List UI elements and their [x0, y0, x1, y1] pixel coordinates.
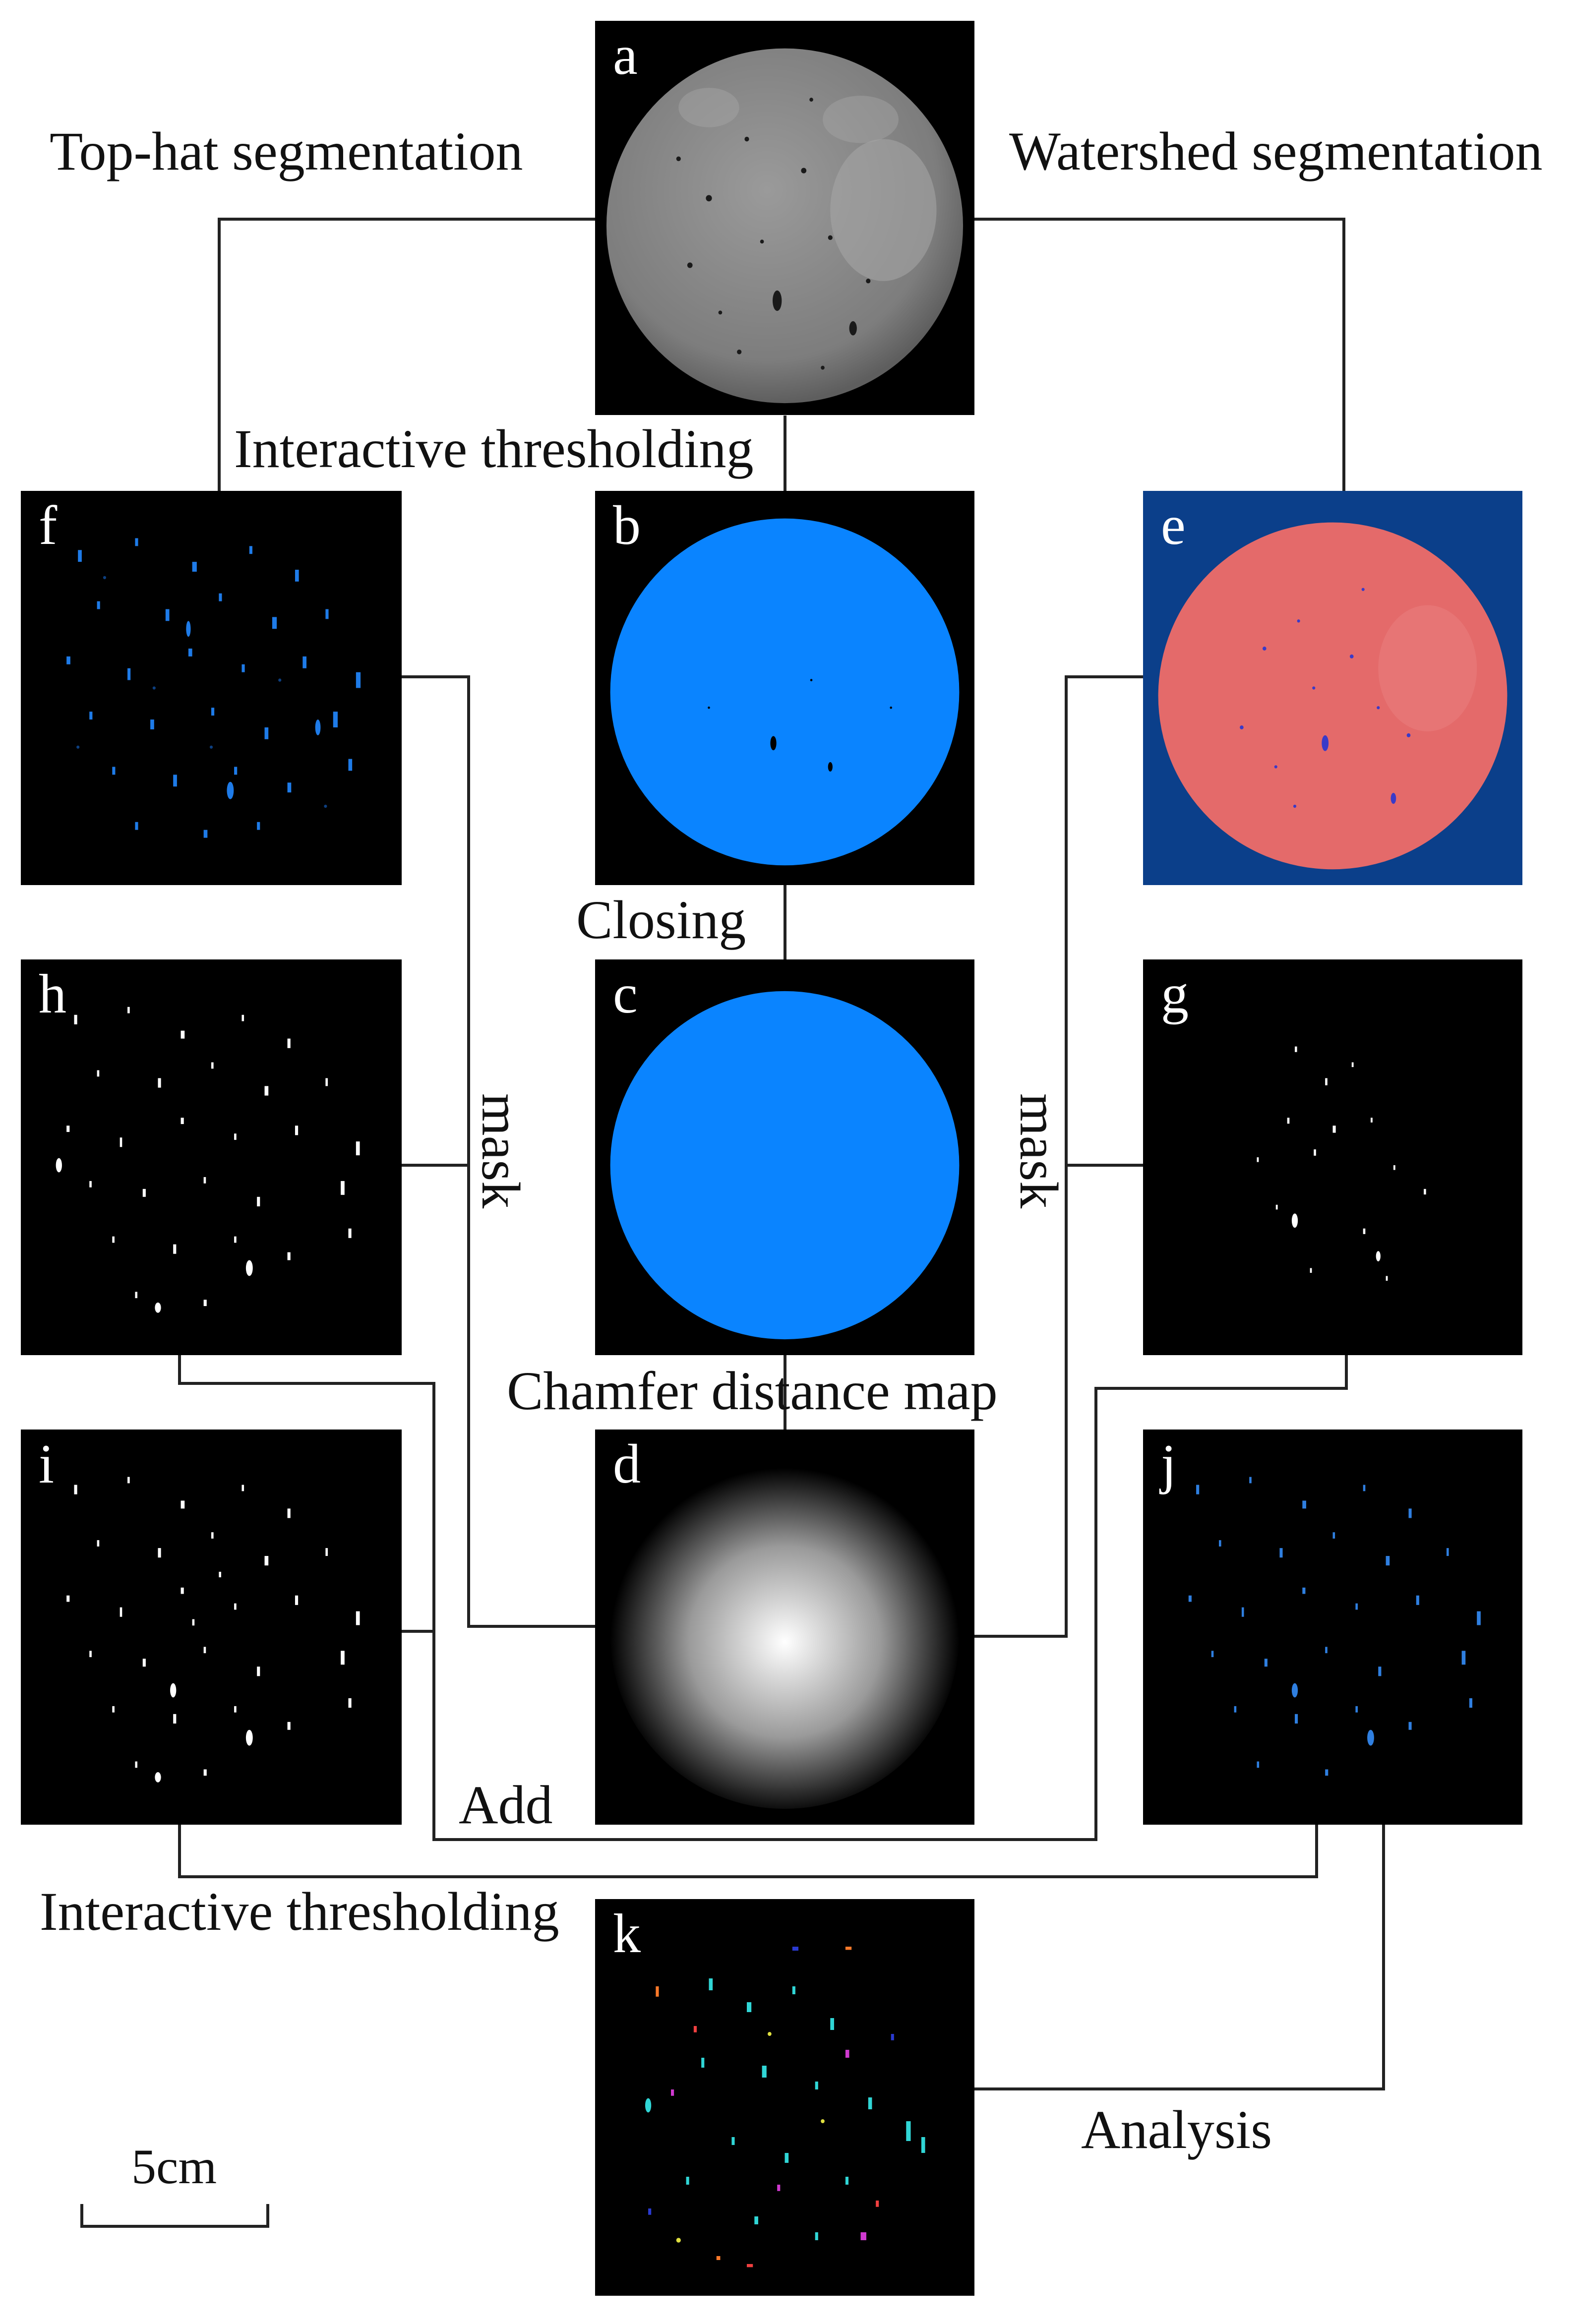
panel-d-chamfer-distance-map: d [595, 1430, 974, 1825]
label-closing: Closing [576, 890, 746, 950]
watershed-binary-image [1257, 1046, 1426, 1281]
line-f-to-d [402, 675, 595, 1628]
label-mask-left: mask [471, 1093, 531, 1209]
label-tophat-segmentation: Top-hat segmentation [50, 121, 523, 181]
label-mask-right: mask [1009, 1093, 1069, 1209]
panel-a-ct-slice: a [595, 21, 974, 415]
panel-letter-f: f [39, 495, 58, 556]
line-a-to-e [974, 218, 1345, 491]
label-analysis: Analysis [1081, 2099, 1272, 2160]
panel-letter-j: j [1161, 1433, 1177, 1495]
panel-i-combined-binary: i [21, 1430, 402, 1825]
panel-e-watershed: e [1143, 491, 1522, 885]
label-interactive-thresholding-bottom: Interactive thresholding [40, 1881, 559, 1942]
line-h-to-i [178, 1355, 1348, 1841]
panel-letter-c: c [613, 963, 638, 1025]
watershed-image [1143, 491, 1522, 885]
line-e-to-d [974, 675, 1143, 1638]
line-a-to-f [218, 218, 595, 491]
ct-slice-image [606, 48, 964, 404]
thresholded-pores-image [1188, 1477, 1481, 1776]
threshold-mask-image [610, 518, 960, 866]
panel-c-closing: c [595, 959, 974, 1355]
panel-h-tophat-binary: h [21, 959, 402, 1355]
panel-letter-a: a [613, 25, 638, 86]
panel-letter-d: d [613, 1433, 641, 1495]
label-watershed-segmentation: Watershed segmentation [1009, 121, 1543, 181]
panel-letter-i: i [39, 1433, 55, 1495]
panel-f-tophat-result: f [21, 491, 402, 885]
scale-bar [80, 2204, 269, 2228]
panel-letter-g: g [1161, 963, 1189, 1025]
labeled-pores-image [645, 1947, 925, 2267]
panel-letter-h: h [39, 963, 66, 1025]
line-j-to-k [974, 1825, 1385, 2090]
label-add: Add [459, 1775, 553, 1835]
tophat-pores-image [66, 538, 361, 838]
tophat-binary-image [56, 1007, 360, 1313]
line-i-to-j [178, 1825, 1318, 1878]
panel-j-thresholded-pores: j [1143, 1430, 1522, 1825]
distance-map-image [610, 1461, 960, 1809]
combined-binary-image [66, 1477, 360, 1783]
panel-k-labeled-pores: k [595, 1899, 974, 2296]
panel-letter-b: b [613, 495, 641, 556]
label-interactive-thresholding-top: Interactive thresholding [234, 418, 754, 479]
panel-b-threshold-mask: b [595, 491, 974, 885]
panel-g-watershed-binary: g [1143, 959, 1522, 1355]
label-chamfer-distance-map: Chamfer distance map [507, 1361, 998, 1421]
panel-letter-e: e [1161, 495, 1186, 556]
scale-bar-label: 5cm [131, 2139, 217, 2194]
panel-letter-k: k [613, 1903, 641, 1965]
closing-image [610, 991, 960, 1340]
